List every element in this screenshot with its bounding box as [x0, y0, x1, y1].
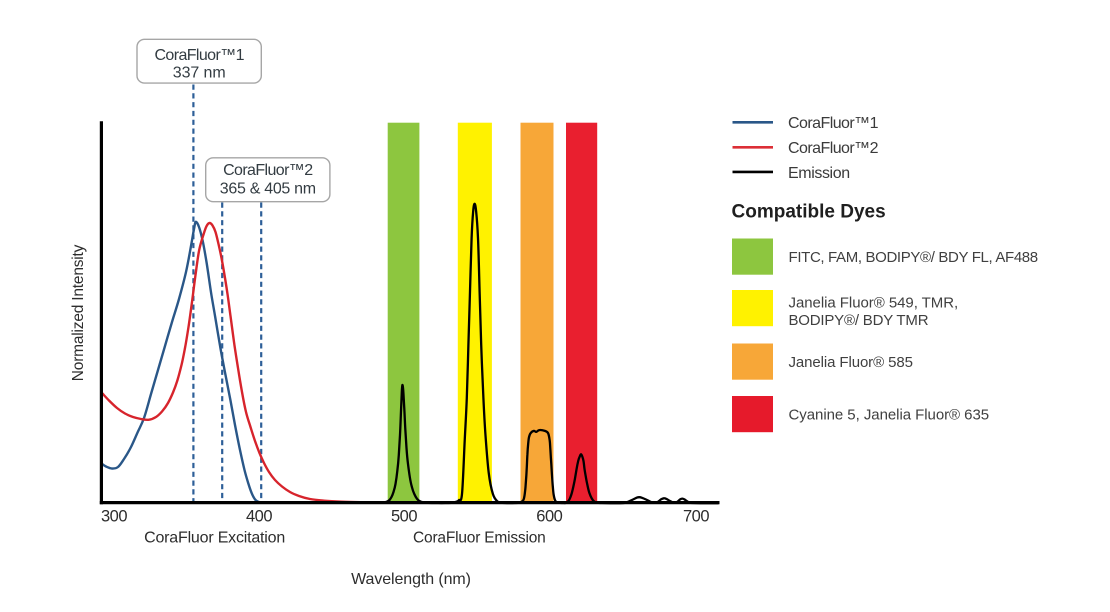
svg-text:300: 300: [101, 507, 127, 525]
svg-text:400: 400: [246, 507, 272, 525]
svg-text:BODIPY®/ BDY TMR: BODIPY®/ BDY TMR: [789, 312, 929, 329]
svg-text:Cyanine 5, Janelia Fluor® 635: Cyanine 5, Janelia Fluor® 635: [789, 407, 990, 424]
svg-text:CoraFluor™2: CoraFluor™2: [788, 140, 879, 157]
svg-text:600: 600: [536, 507, 562, 525]
svg-text:Wavelength (nm): Wavelength (nm): [351, 571, 471, 588]
svg-text:Janelia Fluor® 585: Janelia Fluor® 585: [789, 354, 913, 371]
svg-text:FITC, FAM, BODIPY®/ BDY FL, AF: FITC, FAM, BODIPY®/ BDY FL, AF488: [789, 249, 1038, 266]
svg-text:700: 700: [683, 507, 709, 525]
svg-text:Janelia Fluor® 549, TMR,: Janelia Fluor® 549, TMR,: [789, 295, 959, 312]
svg-text:CoraFluor™1: CoraFluor™1: [788, 115, 879, 132]
svg-text:CoraFluor™1: CoraFluor™1: [154, 47, 244, 64]
svg-text:Emission: Emission: [788, 165, 850, 182]
svg-text:365 & 405 nm: 365 & 405 nm: [220, 181, 316, 198]
svg-text:Compatible Dyes: Compatible Dyes: [732, 201, 886, 222]
svg-text:337 nm: 337 nm: [173, 64, 226, 81]
svg-text:500: 500: [391, 507, 417, 525]
svg-text:Normalized Intensity: Normalized Intensity: [70, 244, 87, 381]
svg-text:CoraFluor Emission: CoraFluor Emission: [413, 530, 546, 547]
svg-text:CoraFluor™2: CoraFluor™2: [223, 162, 313, 179]
svg-text:CoraFluor Excitation: CoraFluor Excitation: [144, 530, 285, 547]
